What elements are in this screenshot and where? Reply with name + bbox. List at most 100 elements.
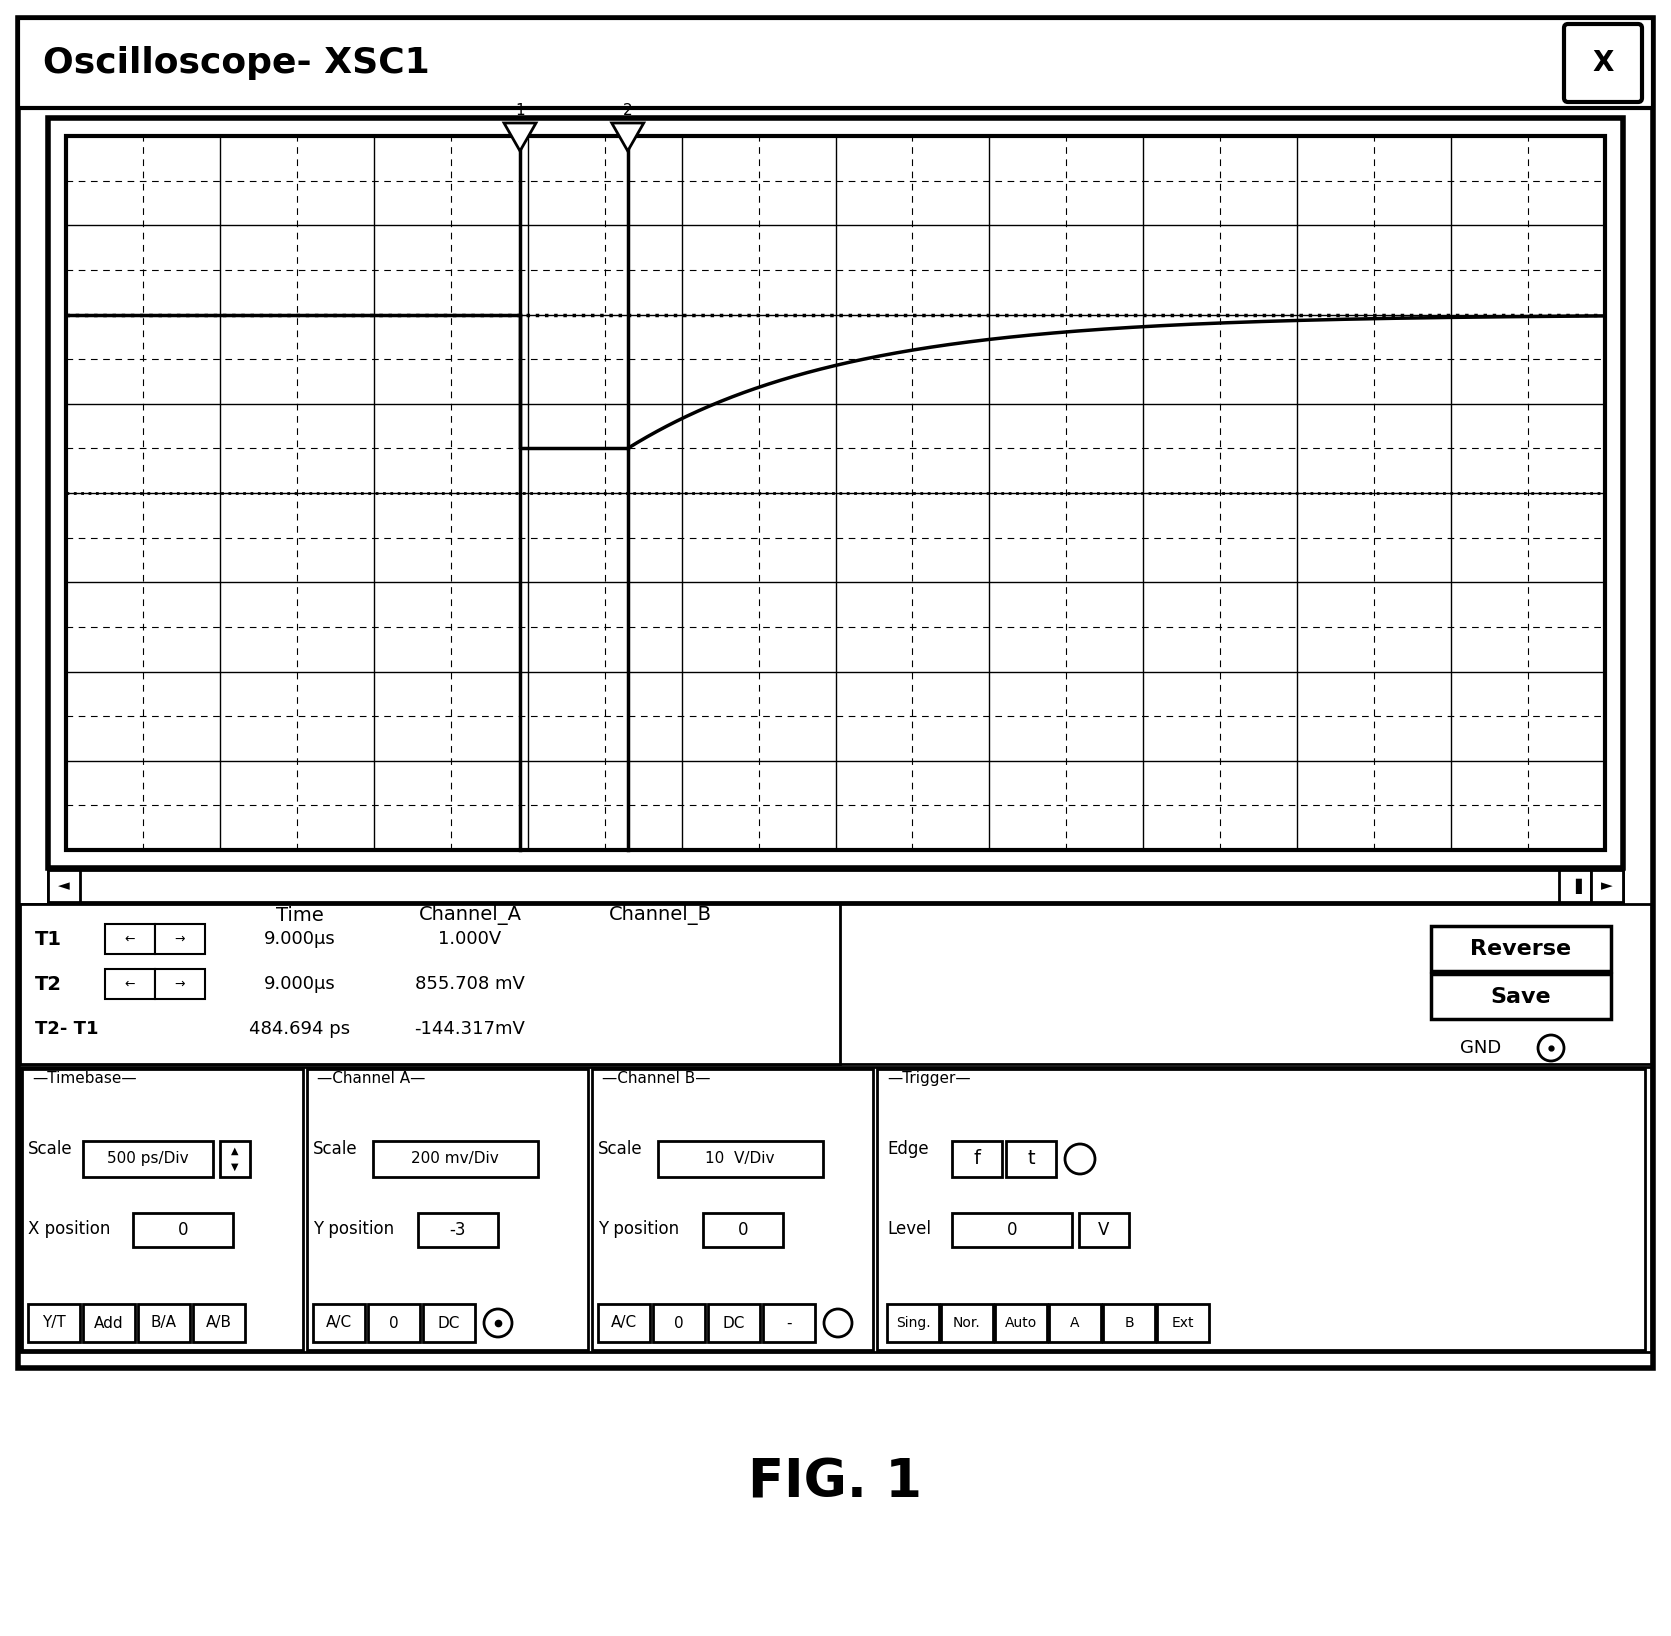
Text: 0: 0 [673, 1315, 683, 1330]
Text: ←: ← [125, 977, 135, 990]
Bar [653, 1304, 705, 1342]
Text: Save: Save [1491, 987, 1551, 1006]
Bar [18, 18, 1653, 1368]
Text: Ext: Ext [1171, 1315, 1195, 1330]
Text: 9.000μs: 9.000μs [264, 975, 336, 993]
Text: Level: Level [887, 1220, 931, 1238]
Text: Y position: Y position [312, 1220, 394, 1238]
Bar [1103, 1304, 1155, 1342]
Text: ←: ← [125, 933, 135, 946]
Text: 0: 0 [1006, 1220, 1018, 1238]
Bar [952, 1140, 1003, 1176]
Bar [709, 1304, 760, 1342]
Bar [418, 1212, 498, 1247]
Polygon shape [505, 123, 536, 151]
Text: 2: 2 [623, 103, 633, 118]
Text: f: f [974, 1150, 981, 1168]
Bar [105, 969, 155, 1000]
Bar [307, 1068, 588, 1350]
Bar [84, 1140, 212, 1176]
Text: T1: T1 [35, 929, 62, 949]
FancyBboxPatch shape [1564, 25, 1643, 101]
Bar [48, 870, 80, 901]
Text: 1: 1 [515, 103, 525, 118]
Text: —Channel A—: —Channel A— [317, 1072, 426, 1086]
Text: ▲: ▲ [231, 1145, 239, 1157]
Bar [887, 1304, 939, 1342]
Text: X position: X position [28, 1220, 110, 1238]
Text: Nor.: Nor. [952, 1315, 981, 1330]
Text: A/B: A/B [206, 1315, 232, 1330]
Text: -144.317mV: -144.317mV [414, 1019, 525, 1037]
Text: ►: ► [1601, 879, 1613, 893]
Text: 500 ps/Div: 500 ps/Div [107, 1152, 189, 1166]
Text: FIG. 1: FIG. 1 [749, 1456, 922, 1508]
Text: B: B [1125, 1315, 1135, 1330]
Text: Time: Time [276, 906, 324, 924]
Bar [22, 1068, 302, 1350]
Bar [941, 1304, 993, 1342]
Bar [155, 969, 206, 1000]
Bar [1559, 870, 1591, 901]
Text: 0: 0 [739, 1220, 749, 1238]
Bar [592, 1068, 872, 1350]
Text: T2: T2 [35, 975, 62, 993]
Bar [312, 1304, 364, 1342]
Text: DC: DC [438, 1315, 460, 1330]
Text: →: → [175, 977, 185, 990]
Bar [20, 905, 841, 1063]
Bar [368, 1304, 419, 1342]
Text: 10  V/Div: 10 V/Div [705, 1152, 775, 1166]
Text: 0: 0 [389, 1315, 399, 1330]
Text: 9.000μs: 9.000μs [264, 931, 336, 949]
Bar [952, 1212, 1073, 1247]
Circle shape [824, 1309, 852, 1337]
Text: ▐: ▐ [1569, 879, 1581, 893]
Text: A/C: A/C [326, 1315, 353, 1330]
Text: Sing.: Sing. [896, 1315, 931, 1330]
Text: B/A: B/A [150, 1315, 177, 1330]
Bar [598, 1304, 650, 1342]
Text: GND: GND [1460, 1039, 1502, 1057]
Bar [877, 1068, 1644, 1350]
Bar [20, 905, 1651, 1063]
Text: —Channel B—: —Channel B— [602, 1072, 710, 1086]
Text: X: X [1592, 49, 1614, 77]
Bar [65, 136, 1606, 851]
Bar [48, 118, 1623, 869]
Bar [192, 1304, 246, 1342]
Bar [105, 924, 155, 954]
Bar [1006, 1140, 1056, 1176]
Bar [84, 1304, 135, 1342]
Text: T2- T1: T2- T1 [35, 1019, 99, 1037]
Text: Scale: Scale [28, 1140, 72, 1158]
Text: Edge: Edge [887, 1140, 929, 1158]
Bar [48, 870, 1623, 901]
Bar [134, 1212, 232, 1247]
Text: 484.694 ps: 484.694 ps [249, 1019, 351, 1037]
Text: ▼: ▼ [231, 1162, 239, 1171]
Text: 1.000V: 1.000V [438, 931, 501, 949]
Bar [155, 924, 206, 954]
Bar [1156, 1304, 1210, 1342]
Bar [1049, 1304, 1101, 1342]
Text: A: A [1069, 1315, 1079, 1330]
Text: Add: Add [94, 1315, 124, 1330]
Text: —Timebase—: —Timebase— [32, 1072, 137, 1086]
Text: DC: DC [724, 1315, 745, 1330]
Text: Channel_B: Channel_B [608, 905, 712, 926]
Text: Scale: Scale [312, 1140, 358, 1158]
Bar [1430, 926, 1611, 972]
Bar [20, 1067, 1651, 1351]
Circle shape [1064, 1144, 1095, 1175]
Text: Y position: Y position [598, 1220, 678, 1238]
Bar [139, 1304, 190, 1342]
Text: -3: -3 [449, 1220, 466, 1238]
Circle shape [1537, 1036, 1564, 1062]
Bar [423, 1304, 475, 1342]
Bar [373, 1140, 538, 1176]
Bar [1079, 1212, 1130, 1247]
Bar [658, 1140, 824, 1176]
Text: 855.708 mV: 855.708 mV [414, 975, 525, 993]
Bar [703, 1212, 784, 1247]
